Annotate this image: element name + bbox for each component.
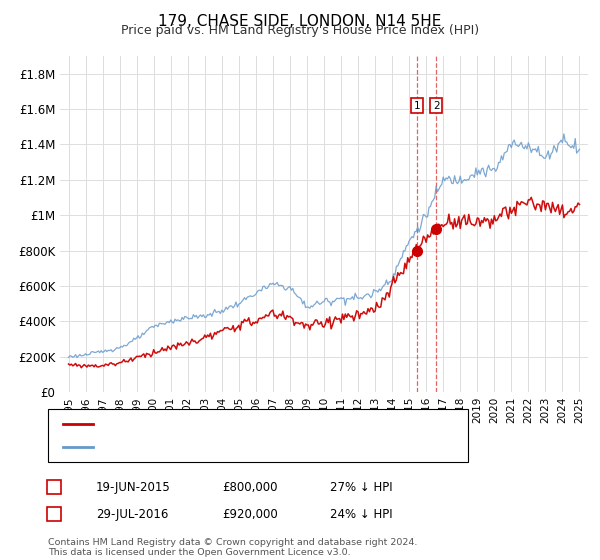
- Text: £920,000: £920,000: [222, 507, 278, 521]
- Text: 24% ↓ HPI: 24% ↓ HPI: [330, 507, 392, 521]
- Text: Contains HM Land Registry data © Crown copyright and database right 2024.
This d: Contains HM Land Registry data © Crown c…: [48, 538, 418, 557]
- Text: 27% ↓ HPI: 27% ↓ HPI: [330, 480, 392, 494]
- Text: HPI: Average price, detached house, Barnet: HPI: Average price, detached house, Barn…: [99, 441, 357, 454]
- Text: £800,000: £800,000: [222, 480, 277, 494]
- Text: 179, CHASE SIDE, LONDON, N14 5HE: 179, CHASE SIDE, LONDON, N14 5HE: [158, 14, 442, 29]
- Text: 1: 1: [414, 100, 421, 110]
- Text: 29-JUL-2016: 29-JUL-2016: [96, 507, 169, 521]
- Text: 1: 1: [50, 482, 58, 492]
- Text: Price paid vs. HM Land Registry's House Price Index (HPI): Price paid vs. HM Land Registry's House …: [121, 24, 479, 37]
- Text: 179, CHASE SIDE, LONDON, N14 5HE (detached house): 179, CHASE SIDE, LONDON, N14 5HE (detach…: [99, 417, 425, 430]
- Text: 2: 2: [50, 509, 58, 519]
- Text: 19-JUN-2015: 19-JUN-2015: [96, 480, 171, 494]
- Text: 2: 2: [433, 100, 439, 110]
